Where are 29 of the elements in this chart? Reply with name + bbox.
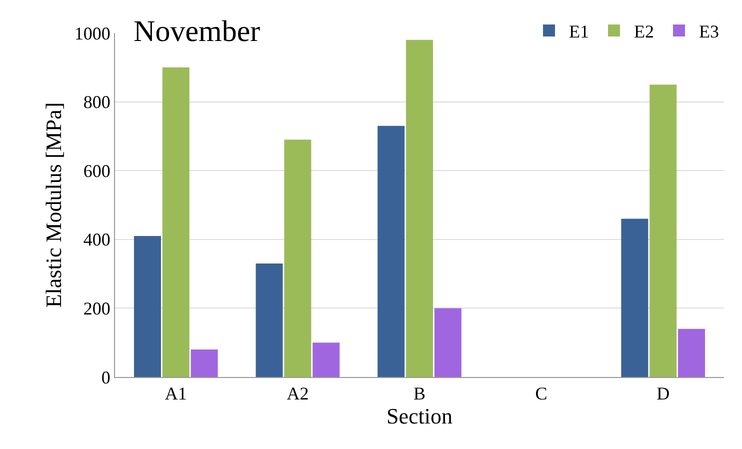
- chart-title: November: [134, 15, 260, 48]
- x-tick-label: A2: [286, 384, 309, 404]
- x-axis-title: Section: [386, 404, 452, 429]
- bar: [284, 140, 312, 377]
- bar: [378, 126, 405, 377]
- legend-label: E3: [699, 22, 719, 42]
- legend-label: E1: [569, 22, 589, 42]
- x-tick-label: D: [656, 384, 670, 404]
- y-tick-label: 0: [101, 367, 110, 388]
- bar: [678, 328, 706, 377]
- bar: [256, 263, 283, 377]
- y-tick-label: 800: [83, 92, 110, 112]
- x-tick-label: B: [413, 384, 426, 404]
- y-axis-title: Elastic Modulus [MPa]: [41, 102, 66, 308]
- y-tick-label: 400: [83, 230, 110, 250]
- bar: [434, 308, 462, 377]
- bar: [134, 236, 161, 377]
- bar: [406, 40, 433, 377]
- bar: [650, 84, 677, 377]
- y-tick-label: 600: [83, 160, 110, 181]
- bar: [312, 342, 340, 377]
- bar: [190, 349, 218, 377]
- x-tick-label: A1: [164, 384, 187, 404]
- legend-label: E2: [634, 22, 654, 42]
- y-tick-label: 200: [83, 298, 110, 318]
- bar: [162, 67, 190, 377]
- x-tick-label: C: [535, 384, 548, 404]
- y-tick-label: 1000: [74, 23, 110, 44]
- bar: [621, 218, 648, 377]
